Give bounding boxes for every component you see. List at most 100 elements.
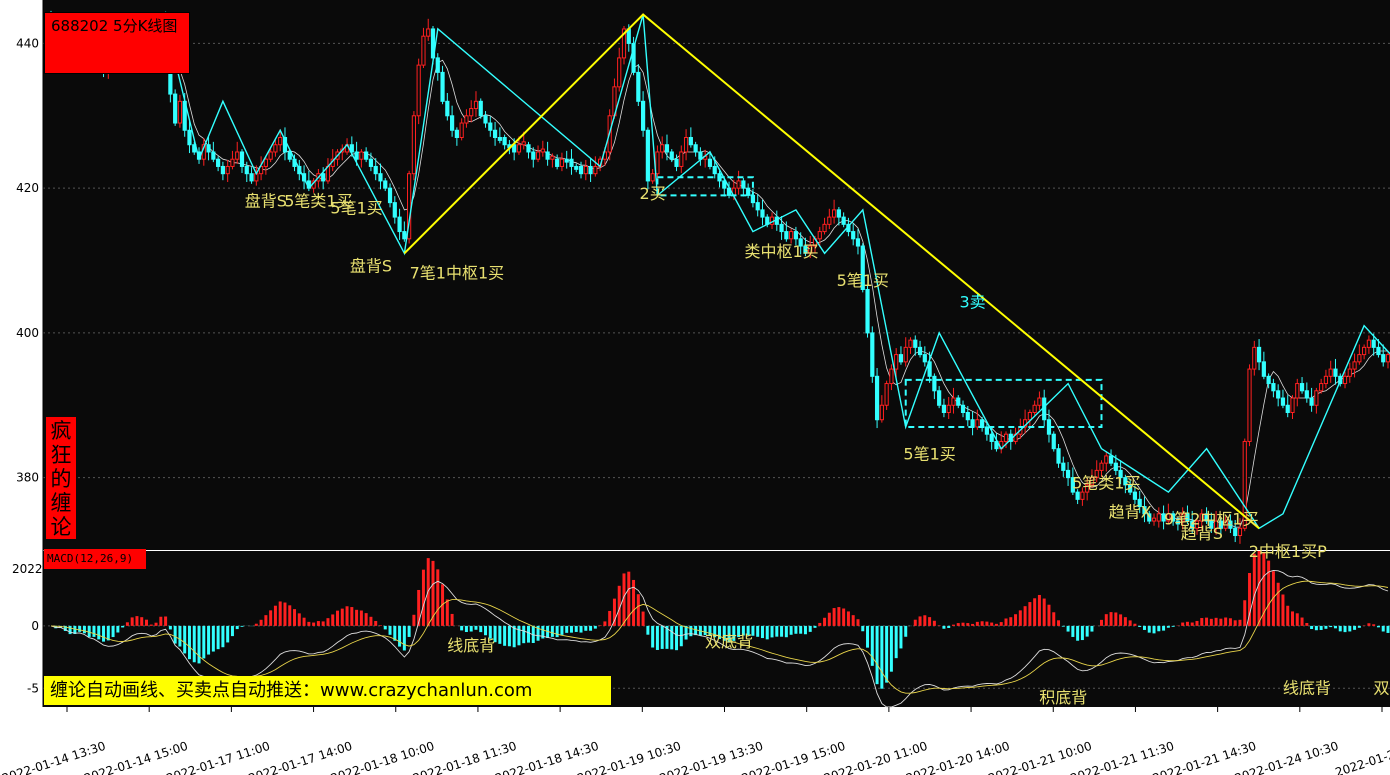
side-label-char: 狂 [50, 443, 72, 467]
candle-body [349, 144, 354, 153]
candle-body [965, 412, 970, 421]
candle-body [917, 346, 923, 356]
macd-y-tick-label: 0 [31, 619, 39, 633]
candle-body [736, 180, 741, 189]
candle-body [841, 216, 846, 225]
candle-body [722, 180, 727, 189]
candle-body [636, 71, 641, 102]
candle-body [898, 354, 904, 363]
macd-signal-label: 线底背 [447, 636, 495, 655]
candle-body [793, 231, 798, 240]
signal-label: 2中枢1买P [1249, 542, 1327, 561]
candle-body [574, 165, 579, 170]
side-label-char: 论 [50, 515, 72, 539]
candle-body [832, 209, 837, 218]
candle-body [1280, 397, 1286, 406]
candle-body [1108, 455, 1114, 464]
candle-body [435, 57, 440, 73]
y-tick-label: 420 [16, 181, 39, 195]
candle-body [1137, 498, 1142, 508]
candle-body [497, 137, 502, 141]
macd-lines [50, 569, 1389, 708]
candle-body [870, 332, 875, 377]
candle-body [483, 115, 488, 124]
candle-body [364, 151, 369, 160]
candle-body [578, 165, 584, 175]
candle-body [779, 223, 784, 233]
candle-body [378, 173, 383, 182]
candle-body [1147, 513, 1152, 522]
y-tick-label: 440 [16, 36, 39, 50]
candle-body [755, 202, 760, 211]
candle-body [1094, 469, 1099, 479]
signal-label: 2买 [640, 184, 666, 203]
candle-body [1385, 354, 1390, 363]
candle-body [1347, 368, 1352, 377]
candle-body [655, 151, 660, 175]
candle-body [956, 397, 961, 406]
candle-body [1027, 412, 1032, 421]
candle-body [559, 158, 565, 167]
signal-label: 5笔1买 [330, 198, 382, 217]
candle-body [851, 231, 856, 240]
candle-body [865, 288, 870, 334]
candle-body [664, 144, 670, 153]
candle-body [177, 100, 183, 124]
candle-body [540, 148, 545, 153]
candle-body [741, 180, 746, 189]
candle-body [1161, 513, 1166, 522]
candle-body [798, 238, 803, 247]
signal-label: 3卖 [959, 293, 985, 312]
candle-body [1051, 433, 1056, 450]
candle-body [683, 137, 689, 153]
candle-body [784, 231, 789, 240]
candle-body [1304, 390, 1309, 399]
candle-body [173, 93, 178, 124]
candle-body [989, 433, 994, 442]
signal-label: 7笔1中枢1买 [410, 264, 505, 283]
candle-body [583, 165, 588, 175]
candle-body [230, 158, 235, 167]
candle-body [211, 151, 216, 160]
candle-body [239, 151, 245, 167]
candle-body [273, 144, 278, 153]
candle-body [1209, 520, 1214, 529]
candle-body [1123, 477, 1128, 486]
candle-body [397, 216, 402, 233]
macd-indicator-label: MACD(12,26,9) [44, 549, 146, 569]
side-label-char: 缠 [50, 491, 72, 515]
candle-body [1118, 469, 1123, 479]
candle-body [1319, 383, 1324, 392]
candle-body [617, 57, 622, 88]
candle-body [473, 100, 479, 110]
candle-body [937, 390, 942, 406]
x-tick-label: 2022-01-24 [1333, 745, 1390, 775]
macd-signal-label: 积底背 [1039, 688, 1087, 707]
candle-body [1228, 520, 1233, 529]
candle-body [908, 339, 913, 348]
candle-body [287, 151, 292, 160]
candle-body [555, 158, 560, 167]
candle-body [631, 42, 636, 73]
candle-body [531, 151, 536, 160]
candle-body [1271, 383, 1276, 392]
candle-body [874, 375, 880, 421]
candle-body [951, 397, 956, 406]
candle-body [1151, 517, 1157, 522]
candle-body [588, 165, 593, 175]
candle-body [1252, 346, 1257, 370]
segment-line [403, 13, 1260, 530]
macd-signal-label: 双底背 [705, 632, 753, 651]
candle-body [746, 187, 751, 196]
macd-histogram [54, 551, 1390, 689]
candle-body [440, 71, 445, 102]
candle-body [1233, 527, 1238, 537]
candle-body [855, 238, 861, 247]
candle-body [1323, 375, 1329, 385]
candle-body [1342, 375, 1348, 385]
candle-body [411, 115, 416, 175]
candle-body [913, 339, 918, 348]
candle-body [650, 173, 655, 182]
candle-body [569, 158, 574, 167]
candle-body [1085, 484, 1090, 493]
